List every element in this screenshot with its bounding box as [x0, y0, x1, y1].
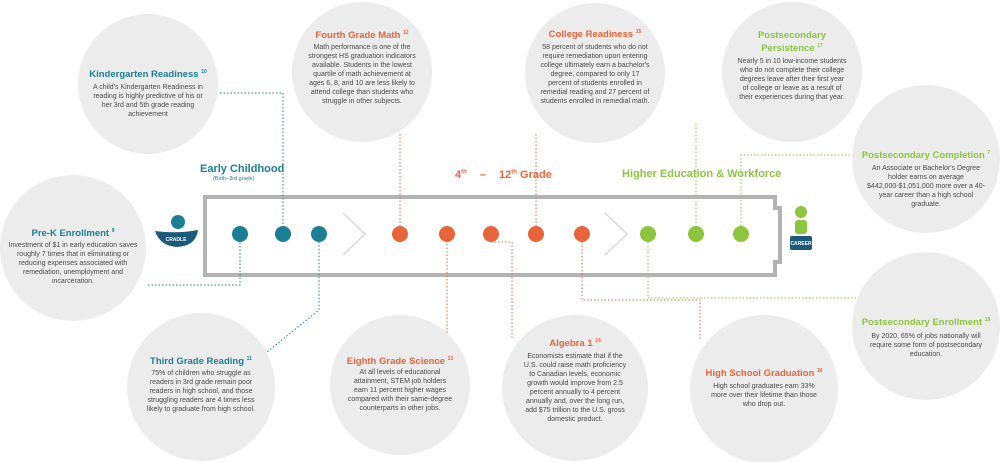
connector-prek — [148, 242, 241, 286]
bubble-algebra-1: Algebra 1 14 Economists estimate that if… — [502, 315, 648, 461]
k12-sup1: th — [461, 169, 467, 176]
bubble-fourth-grade-math: Fourth Grade Math 12 Math performance is… — [292, 2, 432, 142]
connector-complete — [740, 154, 858, 226]
milestone-dot-persist — [688, 226, 704, 242]
bubble-pre-k-enrollment: Pre-K Enrollment 9 Investment of $1 in e… — [0, 175, 146, 321]
milestone-dot-prek — [232, 226, 248, 242]
bubble-college-readiness: College Readiness 15 58 percent of stude… — [525, 3, 665, 143]
milestone-dot-eighth — [439, 226, 455, 242]
k12-dash: – — [479, 169, 486, 181]
milestone-dot-fourth — [392, 226, 408, 242]
milestone-dot-enroll — [640, 226, 656, 242]
connector-enroll — [647, 242, 870, 299]
bubble-postsecondary-enrollment: Postsecondary Enrollment 18 By 2020, 65%… — [852, 252, 1000, 400]
bubble-title: Postsecondary Completion 7 — [861, 150, 991, 162]
bubble-body: Investment of $1 in early education save… — [8, 242, 138, 285]
k12-part2: 12 — [499, 169, 512, 181]
milestone-dot-kinder — [275, 226, 291, 242]
k12-part1: 4 — [455, 169, 462, 181]
bubble-body: At all levels of educational attainment,… — [347, 369, 453, 412]
bubble-third-grade-reading: Third Grade Reading 11 75% of children w… — [127, 313, 275, 461]
bubble-high-school-graduation: High School Graduation 16 High school gr… — [690, 315, 838, 462]
bubble-eighth-grade-science: Eighth Grade Science 13 At all levels of… — [330, 315, 470, 455]
timeline-track — [203, 195, 782, 277]
bubble-body: By 2020, 65% of jobs nationally will req… — [869, 333, 983, 358]
connector-algebra — [491, 241, 513, 340]
bubble-postsecondary-persistence: Postsecondary Persistence 17 Nearly 5 in… — [722, 2, 862, 142]
bubble-title: Third Grade Reading 11 — [150, 356, 252, 368]
cradle-label: CRADLE — [166, 237, 187, 243]
bubble-title: High School Graduation 16 — [705, 368, 823, 380]
stage-label-early-childhood: Early Childhood — [200, 163, 285, 175]
bubble-title: Algebra 1 14 — [549, 338, 601, 350]
milestone-dot-hsgrad — [574, 226, 590, 242]
milestone-dot-complete — [733, 226, 749, 242]
bubble-title: Postsecondary Persistence 17 — [757, 30, 827, 55]
chevron-2 — [604, 212, 628, 256]
career-label: CAREER — [790, 241, 812, 247]
bubble-body: Nearly 5 in 10 low-income students who d… — [737, 58, 847, 101]
milestone-dot-algebra — [483, 226, 499, 242]
bubble-postsecondary-completion: Postsecondary Completion 7 An Associate … — [852, 85, 1000, 233]
stage-sub-early-childhood: (Birth–3rd grade) — [213, 176, 255, 182]
milestone-dot-third — [311, 226, 327, 242]
bubble-kindergarten-readiness: Kindergarten Readiness 10 A child's Kind… — [78, 14, 218, 154]
bubble-title: Kindergarten Readiness 10 — [89, 69, 207, 81]
milestone-dot-college — [528, 226, 544, 242]
k12-part3: Grade — [516, 169, 552, 181]
bubble-body: Economists estimate that if the U.S. cou… — [523, 353, 627, 423]
connector-hsgrad — [581, 242, 701, 340]
bubble-body: 75% of children who struggle as readers … — [146, 370, 256, 413]
stage-label-higher-ed: Higher Education & Workforce — [622, 168, 782, 180]
bubble-body: A child's Kindergarten Readiness in read… — [93, 84, 203, 118]
bubble-body: An Associate or Bachelor's Degree holder… — [867, 165, 985, 208]
bubble-title: Postsecondary Enrollment 18 — [861, 317, 991, 329]
connector-third — [261, 242, 320, 357]
bubble-title: Fourth Grade Math 12 — [315, 30, 409, 42]
bubble-title: Eighth Grade Science 13 — [346, 356, 454, 368]
bubble-body: 58 percent of students who do not requir… — [540, 44, 650, 105]
bubble-body: High school graduates earn 33% more over… — [711, 383, 817, 408]
chevron-1 — [342, 212, 366, 256]
connector-kinder — [220, 92, 284, 226]
career-icon: CAREER — [790, 206, 812, 250]
k12-sup2: th — [511, 169, 517, 176]
stage-label-k12: 4th – 12th Grade — [455, 169, 552, 181]
bubble-body: Math performance is one of the strongest… — [308, 44, 416, 105]
cradle-icon: CRADLE — [155, 215, 198, 247]
bubble-title: Pre-K Enrollment 9 — [31, 228, 115, 240]
bubble-title: College Readiness 15 — [548, 29, 642, 41]
